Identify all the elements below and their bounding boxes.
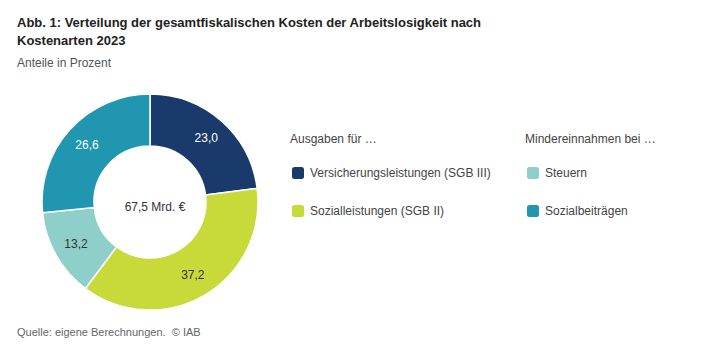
svg-text:13,2: 13,2 — [64, 237, 88, 251]
svg-text:Kostenarten 2023: Kostenarten 2023 — [17, 33, 125, 48]
svg-text:26,6: 26,6 — [75, 138, 99, 152]
svg-text:Steuern: Steuern — [545, 166, 587, 180]
svg-text:67,5 Mrd. €: 67,5 Mrd. € — [125, 200, 186, 214]
svg-text:Versicherungsleistungen (SGB I: Versicherungsleistungen (SGB III) — [310, 166, 491, 180]
svg-text:23,0: 23,0 — [195, 131, 219, 145]
svg-text:Ausgaben für …: Ausgaben für … — [290, 132, 377, 146]
svg-text:Abb. 1: Verteilung der gesamtf: Abb. 1: Verteilung der gesamtfiskalische… — [17, 15, 481, 30]
svg-text:Anteile in Prozent: Anteile in Prozent — [17, 56, 112, 70]
svg-text:Quelle: eigene Berechnungen.: Quelle: eigene Berechnungen. © IAB — [17, 326, 201, 338]
svg-text:Sozialleistungen (SGB II): Sozialleistungen (SGB II) — [310, 204, 444, 218]
svg-text:Sozialbeiträgen: Sozialbeiträgen — [545, 204, 628, 218]
svg-text:Mindereinnahmen bei …: Mindereinnahmen bei … — [525, 132, 656, 146]
svg-text:37,2: 37,2 — [181, 268, 205, 282]
